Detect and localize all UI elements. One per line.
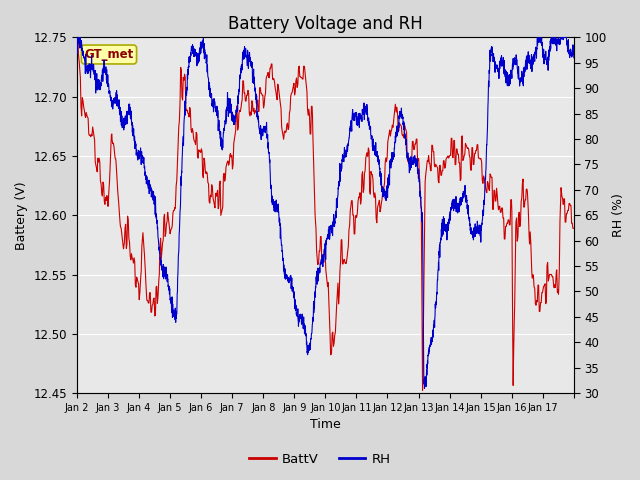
X-axis label: Time: Time [310,419,340,432]
Y-axis label: Battery (V): Battery (V) [15,181,28,250]
Text: GT_met: GT_met [84,48,134,61]
Y-axis label: RH (%): RH (%) [612,193,625,237]
Legend: BattV, RH: BattV, RH [244,447,396,471]
Title: Battery Voltage and RH: Battery Voltage and RH [228,15,422,33]
